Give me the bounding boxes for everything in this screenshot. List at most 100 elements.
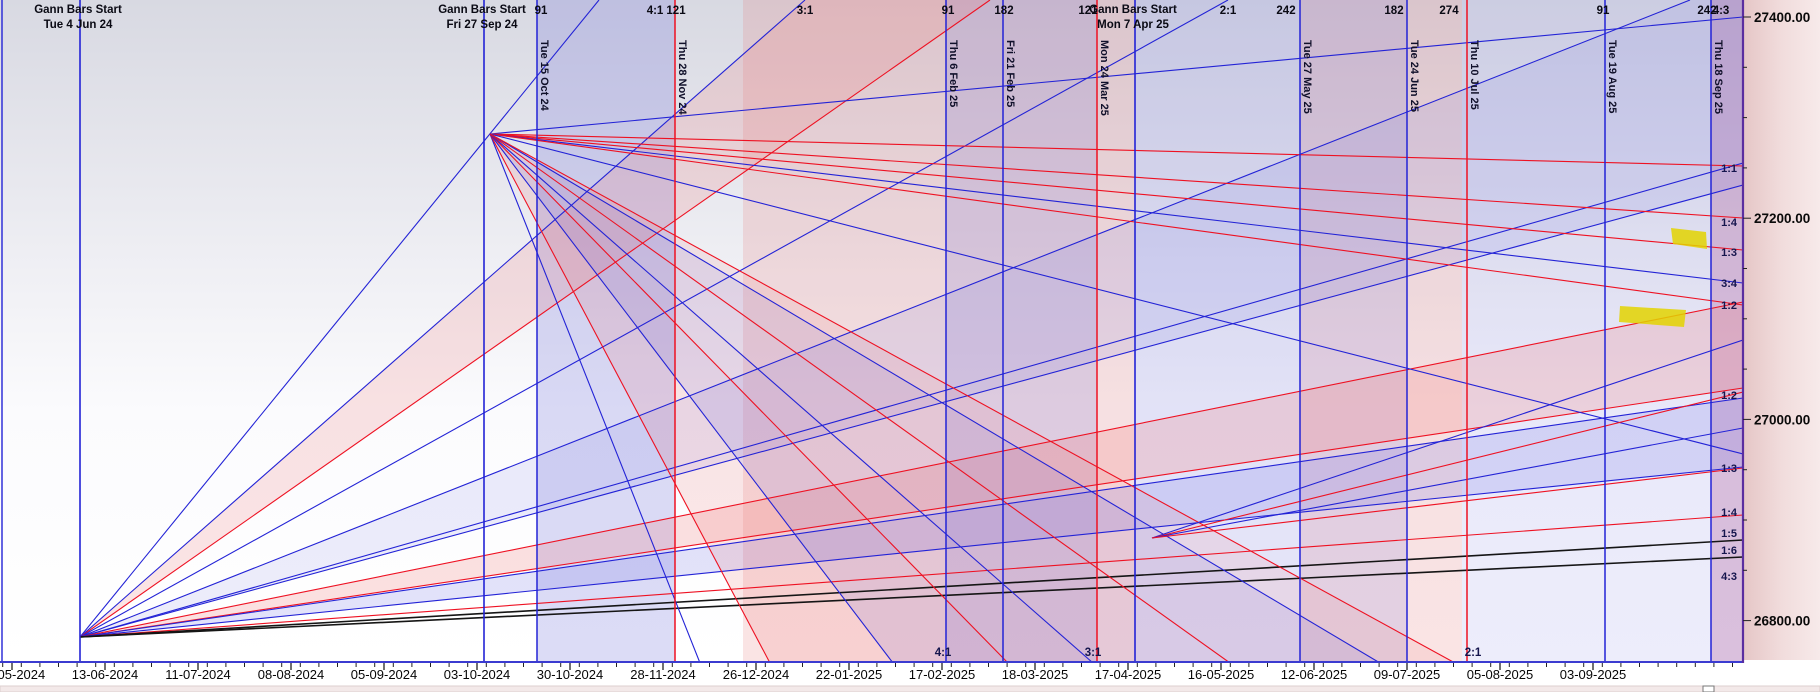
bar-count-label: 242: [1697, 5, 1716, 17]
angle-ratio-label: 1:1: [1721, 163, 1737, 175]
angle-ratio-label: 1:2: [1721, 300, 1737, 312]
angle-ratio-label: 1:4: [1721, 507, 1738, 519]
gann-angle-line: [489, 133, 1743, 455]
angle-label-bottom: 3:1: [1085, 647, 1102, 659]
plot-area[interactable]: [1, 0, 1743, 692]
gann-angle-line: [79, 184, 1743, 638]
gann-wedge: [80, 0, 1743, 637]
angle-ratio-label: 3:4: [1721, 278, 1738, 290]
x-axis-label: 28-11-2024: [630, 667, 696, 682]
bar-count-label: 3:1: [797, 5, 814, 17]
x-axis-label: 17-04-2025: [1095, 667, 1162, 682]
bar-count-label: 121: [666, 5, 686, 17]
cycle-bands: [537, 0, 1743, 663]
gann-angle-line: [489, 133, 701, 663]
gann-start-title: Gann Bars Start: [34, 4, 122, 16]
gann-angle-line: [1151, 339, 1743, 539]
x-axis-label: 30-10-2024: [537, 667, 604, 682]
gann-angle-line: [79, 0, 600, 638]
gann-angle-line: [489, 133, 894, 663]
gann-start-title: Gann Bars Start: [438, 4, 526, 16]
bar-count-label: 2:1: [1220, 5, 1237, 17]
x-axis-label: 17-02-2025: [909, 667, 976, 682]
x-axis-label: 22-01-2025: [816, 667, 883, 682]
gann-start-date: Tue 4 Jun 24: [44, 19, 113, 31]
gann-angle-line: [79, 514, 1743, 638]
cycle-date-label: Tue 19 Aug 25: [1606, 40, 1618, 113]
cycle-date-label: Thu 10 Jul 25: [1468, 40, 1480, 110]
x-axis-label: 13-06-2024: [72, 667, 139, 682]
x-axis-label: 03-10-2024: [444, 667, 511, 682]
price-axis-label: 27200.00: [1754, 211, 1810, 226]
fan-sep24-high: [489, 16, 1743, 663]
gann-angle-line: [489, 133, 1743, 284]
date-lines: [1, 0, 1712, 663]
yellow-mark-upper: [1671, 228, 1707, 249]
cycle-date-label: Thu 28 Nov 24: [676, 40, 688, 115]
bar-count-label: 182: [1384, 5, 1403, 17]
cycle-date-label: Mon 24 Mar 25: [1098, 40, 1110, 116]
gann-angle-line: [489, 133, 1009, 663]
angle-ratio-label: 1:6: [1721, 545, 1737, 557]
plot-background: [0, 0, 1743, 663]
fan-jun24-low: [79, 0, 1743, 638]
gann-start-date: Fri 27 Sep 24: [447, 19, 519, 31]
cycle-band: [1711, 0, 1743, 663]
x-axis-label: 09-07-2025: [1374, 667, 1441, 682]
gann-angle-line: [79, 539, 1743, 638]
gann-angle-line: [79, 556, 1743, 638]
x-axis-label: 18-03-2025: [1002, 667, 1069, 682]
cycle-band: [1300, 0, 1407, 663]
bottom-checkbox[interactable]: [1702, 685, 1715, 692]
cycle-band: [1135, 0, 1300, 663]
price-axis-label: 27000.00: [1754, 412, 1810, 427]
gann-start-date: Mon 7 Apr 25: [1097, 19, 1169, 31]
bar-count-label: 242: [1276, 5, 1295, 17]
gann-angle-line: [489, 133, 1231, 663]
bar-count-label: 91: [942, 5, 955, 17]
x-axis-label: 16-05-2025: [1188, 667, 1255, 682]
fan-apr25-low: [1151, 339, 1743, 539]
cycle-date-label: Tue 15 Oct 24: [538, 40, 550, 112]
cycle-date-label: Tue 27 May 25: [1301, 40, 1313, 114]
angle-ratio-label: 1:4: [1721, 217, 1738, 229]
angle-ratio-label: 1:2: [1721, 390, 1737, 402]
gann-angle-line: [79, 387, 1743, 638]
gann-angle-line: [489, 133, 1743, 167]
gann-angle-line: [79, 0, 806, 638]
cycle-band: [1711, 0, 1743, 663]
gann-angle-line: [489, 133, 1743, 251]
angle-label-bottom: 4:1: [935, 647, 952, 659]
x-axis-label: 08-08-2024: [258, 667, 325, 682]
bar-count-label: 182: [994, 5, 1013, 17]
bar-count-label: 4:3: [1713, 5, 1730, 17]
angle-label-bottom: 2:1: [1465, 647, 1482, 659]
price-axis-label: 27400.00: [1754, 10, 1810, 25]
scrollbar-strip[interactable]: [0, 685, 1820, 692]
cycle-date-label: Fri 21 Feb 25: [1004, 40, 1016, 107]
gann-angle-line: [79, 466, 1743, 638]
x-axis-label: 03-09-2025: [1560, 667, 1627, 682]
cycle-date-label: Tue 24 Jun 25: [1408, 40, 1420, 112]
gann-angle-line: [79, 0, 991, 638]
gann-angle-line: [79, 0, 1229, 638]
x-axis-label: 05-08-2025: [1467, 667, 1534, 682]
x-axis-label: 26-12-2024: [723, 667, 790, 682]
chart-labels: Gann Bars Start Tue 4 Jun 24 Gann Bars Sta…: [34, 4, 1738, 659]
highlight-marks: [1619, 228, 1707, 327]
gann-angle-line: [79, 397, 1743, 638]
cycle-date-label: Thu 18 Sep 25: [1712, 40, 1724, 114]
bar-count-label: 121: [1078, 5, 1098, 17]
gann-angle-line: [489, 133, 1456, 663]
price-axis-label: 26800.00: [1754, 614, 1810, 629]
angle-ratio-label: 1:3: [1721, 463, 1737, 475]
x-axis-label: 12-06-2025: [1281, 667, 1348, 682]
gann-angle-line: [79, 301, 1743, 638]
cycle-date-label: Thu 6 Feb 25: [947, 40, 959, 107]
cycle-band: [537, 0, 675, 663]
gann-angle-line: [1151, 391, 1743, 539]
bar-count-label: 91: [535, 5, 548, 17]
bar-count-label: 274: [1439, 5, 1459, 17]
